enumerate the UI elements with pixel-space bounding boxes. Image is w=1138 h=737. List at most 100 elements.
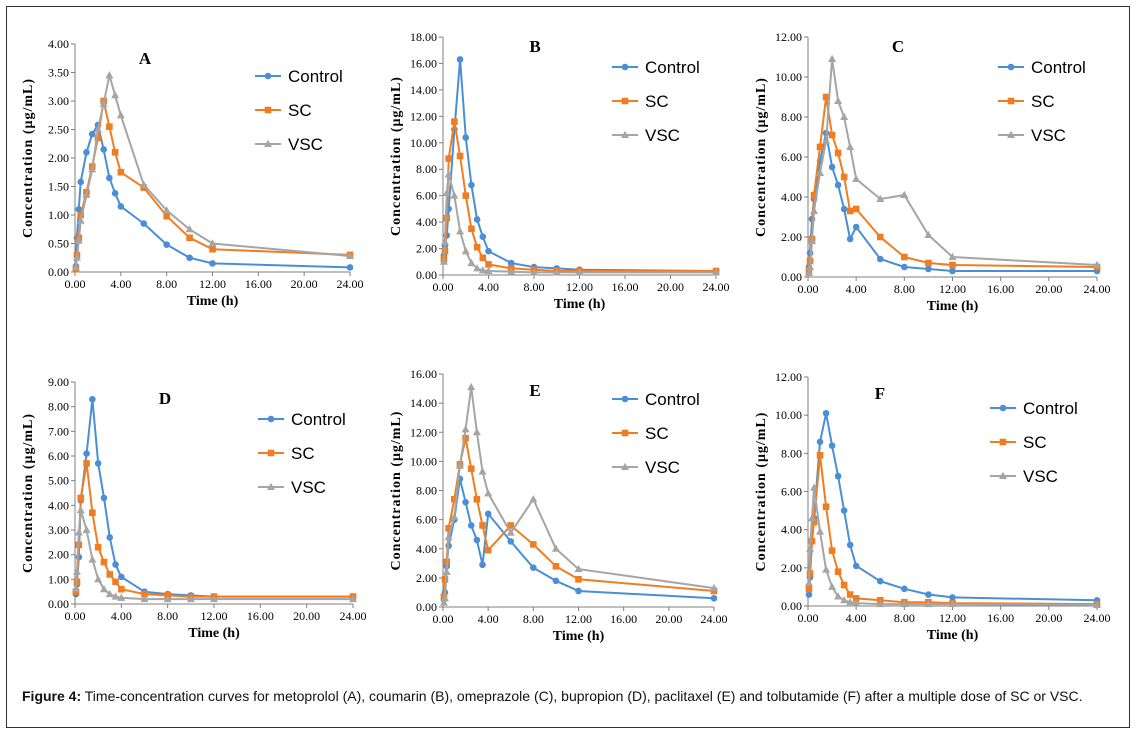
data-point-control [530,564,537,571]
data-point-vsc [82,190,91,199]
data-point-vsc [105,71,114,79]
data-point-sc [925,259,932,267]
data-point-vsc [440,594,449,602]
y-tick-label: 4.00 [781,523,802,537]
data-point-vsc [440,237,449,245]
legend-label-sc: SC [645,424,669,443]
x-tick-label: 8.00 [156,277,177,291]
data-point-vsc [948,599,957,608]
y-tick-label: 2.00 [48,548,69,562]
figure-caption: Figure 4: Time-concentration curves for … [22,688,1122,705]
legend-label-vsc: VSC [645,126,680,145]
y-tick-label: 2.00 [416,571,437,585]
data-point-control [852,562,860,570]
data-point-sc [83,460,90,467]
data-point-sc [852,595,860,602]
data-point-sc [111,149,119,156]
legend-label-sc: SC [1031,92,1055,111]
y-tick-label: 18.00 [410,30,437,44]
data-point-control [467,522,475,529]
data-point-sc [834,568,842,575]
data-point-vsc [450,512,459,520]
y-tick-label: 3.00 [48,523,69,537]
data-point-vsc [349,594,357,603]
data-point-vsc [444,532,453,541]
data-point-sc [852,205,860,213]
series-line-sc [808,455,1098,606]
x-tick-label: 12.00 [199,277,226,291]
data-point-control [88,130,96,138]
x-tick-label: 20.00 [1035,611,1062,625]
series-line-control [808,413,1098,602]
x-tick-label: 12.00 [566,280,593,294]
y-tick-label: 0.00 [48,597,69,611]
legend-marker-vsc [267,482,275,490]
data-point-vsc [822,136,831,144]
y-tick-label: 4.00 [416,215,437,229]
data-point-control [876,577,884,585]
data-point-vsc [473,264,482,272]
legend-marker-vsc [999,471,1007,479]
data-point-sc [840,581,848,589]
x-tick-label: 12.00 [565,612,592,626]
data-point-sc [468,225,475,233]
data-point-vsc [99,585,108,593]
x-tick-label: 20.00 [655,612,682,626]
data-point-control [346,264,354,271]
data-point-vsc [99,99,108,107]
y-tick-label: 0.50 [48,237,69,251]
x-tick-label: 0.00 [433,280,454,294]
x-tick-label: 16.00 [987,611,1014,625]
y-tick-label: 14.00 [410,396,437,410]
legend-marker-sc [1007,97,1015,105]
x-tick-label: 12.00 [939,611,966,625]
data-point-sc [805,585,813,593]
data-point-vsc [82,525,91,533]
data-point-control [925,265,932,273]
data-point-vsc [834,592,843,600]
series-line-control [74,122,351,269]
data-point-control [209,260,216,267]
legend-label-control: Control [288,67,343,86]
data-point-vsc [442,567,451,576]
data-point-control [479,233,487,240]
y-tick-label: 6.00 [416,189,437,203]
y-axis-label: Concentration (μg/mL) [754,412,769,572]
data-point-sc [816,451,824,459]
legend-marker-vsc [621,130,629,138]
data-point-sc [89,509,96,517]
y-tick-label: 12.00 [775,370,802,384]
legend-marker-sc [621,429,629,437]
data-point-sc [94,543,102,551]
y-tick-label: 6.00 [781,485,802,499]
data-point-control [100,494,108,502]
data-point-vsc [185,225,194,233]
data-point-sc [816,143,824,151]
data-point-sc [846,591,854,598]
data-point-control [846,541,854,549]
legend-marker-sc [621,97,629,105]
data-point-vsc [852,174,861,182]
data-point-vsc [529,495,538,503]
data-point-sc [106,571,114,578]
data-point-sc [473,495,481,503]
data-point-vsc [76,506,85,514]
data-point-vsc [105,589,114,598]
data-point-vsc [900,190,909,198]
series-line-control [442,59,717,272]
data-point-vsc [484,266,493,275]
data-point-sc [112,578,119,586]
y-tick-label: 7.00 [48,424,69,438]
legend-marker-vsc [264,139,272,147]
y-tick-label: 1.00 [48,208,69,222]
data-point-vsc [210,594,218,603]
legend-label-control: Control [1031,58,1086,77]
data-point-control [140,220,148,227]
data-point-sc [479,522,486,529]
y-tick-label: 8.00 [416,484,437,498]
x-tick-label: 16.00 [247,609,274,623]
data-point-control [163,241,170,248]
y-axis-label: Concentration (μg/mL) [389,411,404,571]
panel-title: F [875,384,885,403]
